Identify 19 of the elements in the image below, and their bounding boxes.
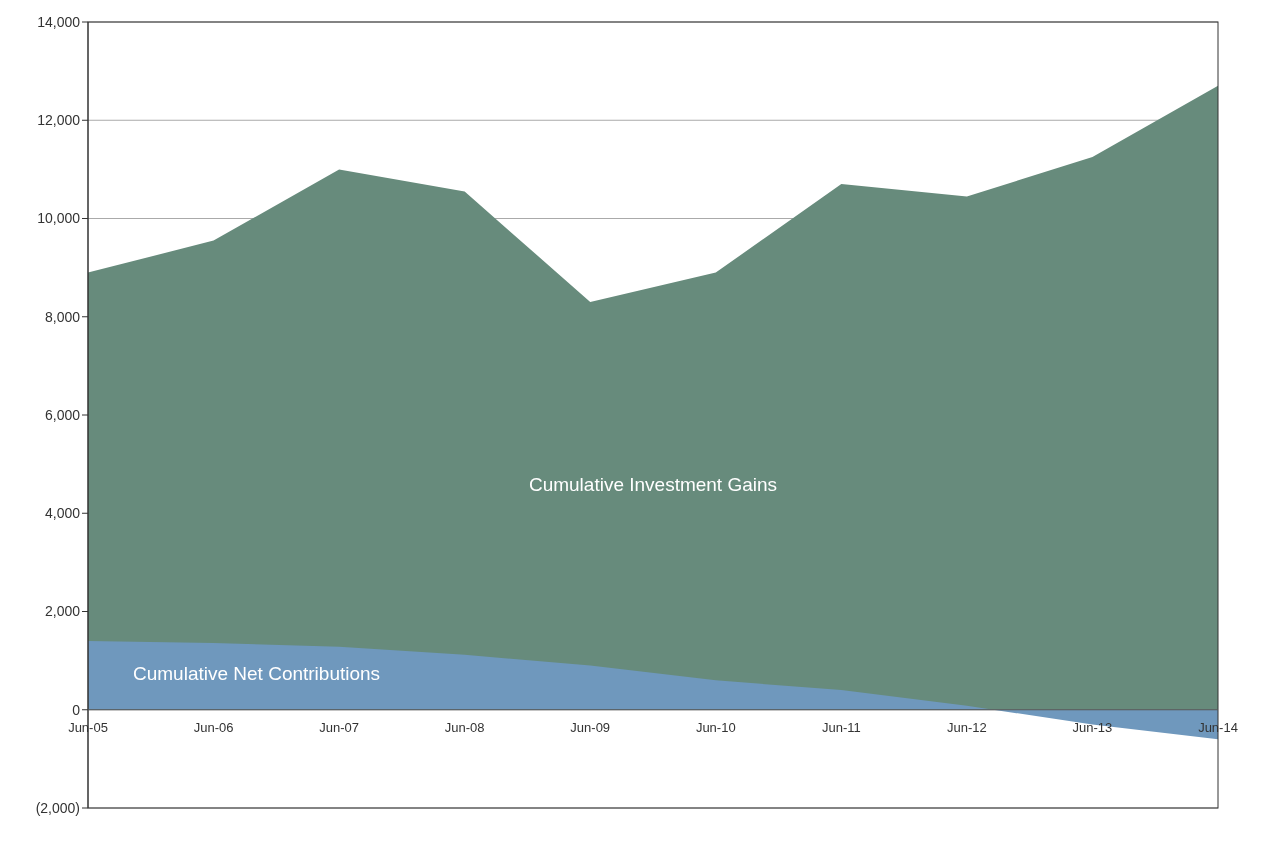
y-tick-label: 4,000 (44, 505, 81, 522)
y-tick-label: (2,000) (35, 799, 80, 816)
y-tick-label: 8,000 (44, 308, 81, 325)
series-label: Cumulative Investment Gains (528, 473, 778, 495)
x-tick-label: Jun-08 (444, 719, 485, 735)
x-tick-label: Jun-10 (695, 719, 736, 735)
y-tick-label: 14,000 (37, 13, 81, 30)
x-tick-label: Jun-12 (947, 719, 987, 735)
x-tick-label: Jun-09 (570, 719, 611, 735)
x-tick-label: Jun-13 (1072, 719, 1113, 735)
x-tick-label: Jun-07 (319, 719, 359, 735)
y-tick-label: 6,000 (44, 406, 81, 423)
series-label: Cumulative Net Contributions (133, 663, 381, 685)
y-tick-label: 12,000 (37, 112, 81, 129)
y-tick-label: 10,000 (37, 210, 81, 227)
y-tick-label: 2,000 (44, 603, 81, 620)
x-tick-label: Jun-06 (193, 719, 234, 735)
x-tick-label: Jun-11 (821, 719, 861, 735)
y-tick-label: 0 (72, 701, 81, 718)
